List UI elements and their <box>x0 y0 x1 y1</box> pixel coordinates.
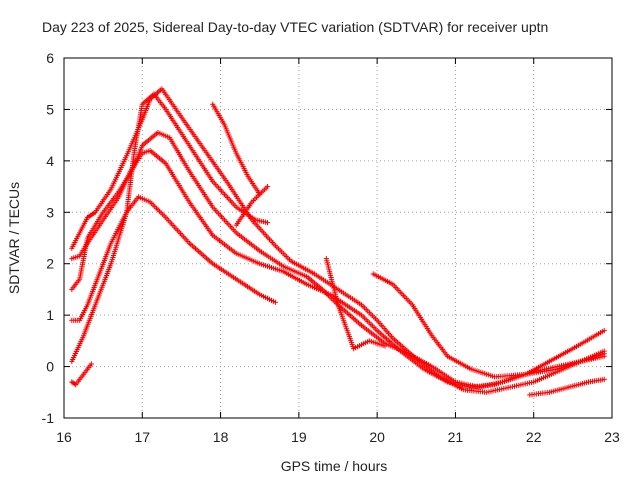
x-tick-label: 20 <box>369 429 385 445</box>
data-markers <box>69 86 607 395</box>
series-track-a <box>69 148 607 390</box>
x-tick-label: 19 <box>291 429 307 445</box>
y-tick-label: 0 <box>46 359 54 375</box>
y-axis-label: SDTVAR / TECUs <box>6 182 22 294</box>
y-tick-label: 5 <box>46 101 54 117</box>
series-track-f <box>69 361 94 388</box>
data-markers <box>323 256 388 352</box>
y-tick-label: -1 <box>42 410 55 426</box>
series-track-e <box>69 194 278 323</box>
series-track-j <box>370 271 607 380</box>
x-tick-label: 23 <box>604 429 620 445</box>
x-tick-label: 21 <box>448 429 464 445</box>
y-tick-label: 1 <box>46 307 54 323</box>
y-tick-label: 6 <box>46 50 54 66</box>
data-points <box>69 86 607 398</box>
x-tick-label: 22 <box>526 429 542 445</box>
series-track-b <box>69 130 607 390</box>
series-track-i <box>323 256 388 352</box>
data-markers <box>69 130 607 390</box>
x-axis-label: GPS time / hours <box>281 458 388 474</box>
plot-frame <box>63 57 613 419</box>
y-tick-label: 2 <box>46 256 54 272</box>
data-markers <box>527 376 607 398</box>
series-track-h <box>233 184 271 228</box>
data-markers <box>370 271 607 380</box>
data-markers <box>69 361 94 388</box>
series-track-k <box>527 376 607 398</box>
series-track-c <box>69 86 607 395</box>
x-tick-label: 16 <box>56 429 72 445</box>
data-markers <box>69 194 278 323</box>
series-track-g <box>210 101 263 197</box>
x-tick-label: 17 <box>134 429 150 445</box>
chart-title: Day 223 of 2025, Sidereal Day-to-day VTE… <box>42 19 548 35</box>
data-markers <box>69 148 607 390</box>
y-tick-label: 3 <box>46 204 54 220</box>
data-markers <box>210 101 263 197</box>
data-markers <box>233 184 271 228</box>
x-tick-label: 18 <box>213 429 229 445</box>
y-tick-label: 4 <box>46 153 54 169</box>
